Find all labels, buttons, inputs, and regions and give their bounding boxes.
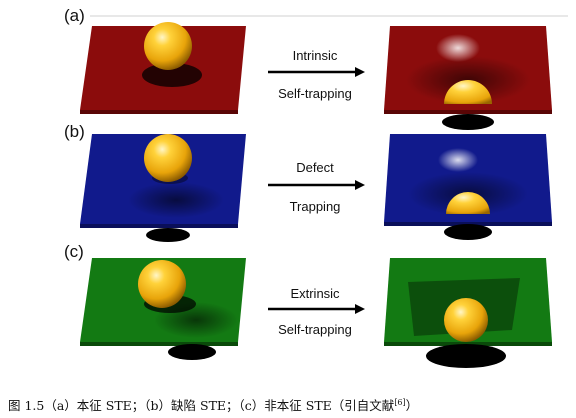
dent-c bbox=[426, 344, 506, 368]
dent-c-left bbox=[168, 344, 216, 360]
ball-a-left bbox=[144, 22, 192, 70]
arrow-label-a-top: Intrinsic bbox=[292, 48, 338, 63]
pit-b-left bbox=[128, 182, 224, 218]
ball-b-right bbox=[446, 192, 490, 214]
ste-diagram bbox=[80, 15, 568, 368]
row-a bbox=[80, 22, 552, 130]
surface-a-right-edge bbox=[384, 110, 552, 114]
ball-c-left bbox=[138, 260, 186, 308]
glow-a bbox=[436, 34, 480, 62]
dent-b-left bbox=[146, 228, 190, 242]
ball-a-left-shadow bbox=[142, 63, 202, 87]
surface-c-right-edge bbox=[384, 342, 552, 346]
dent-a bbox=[442, 114, 494, 130]
arrow-label-a-bottom: Self-trapping bbox=[278, 86, 352, 101]
glow-b bbox=[438, 148, 478, 172]
figure-caption: 图 1.5（a）本征 STE；（b）缺陷 STE；（c）非本征 STE（引自文献… bbox=[8, 395, 574, 414]
arrow-label-b-top: Defect bbox=[296, 160, 334, 175]
surface-a-left-edge bbox=[80, 110, 238, 114]
arrow-label-c-top: Extrinsic bbox=[290, 286, 340, 301]
caption-reference: [6] bbox=[394, 397, 406, 407]
panel-label-c: (c) bbox=[64, 242, 84, 261]
row-c bbox=[80, 258, 552, 368]
arrow-label-b-bottom: Trapping bbox=[289, 199, 341, 214]
row-b bbox=[80, 134, 552, 242]
surface-c-left-edge bbox=[80, 342, 238, 346]
panel-label-b: (b) bbox=[64, 122, 85, 141]
surface-b-left-edge bbox=[80, 224, 238, 228]
dent-b bbox=[444, 224, 492, 240]
arrow-label-c-bottom: Self-trapping bbox=[278, 322, 352, 337]
caption-main: 图 1.5（a）本征 STE；（b）缺陷 STE；（c）非本征 STE（引自文献 bbox=[8, 398, 395, 413]
ball-c-right bbox=[444, 298, 488, 342]
ball-a-right bbox=[444, 80, 492, 104]
panel-label-a: (a) bbox=[64, 6, 85, 25]
caption-end: ） bbox=[405, 398, 419, 413]
ball-b-left bbox=[144, 134, 192, 182]
